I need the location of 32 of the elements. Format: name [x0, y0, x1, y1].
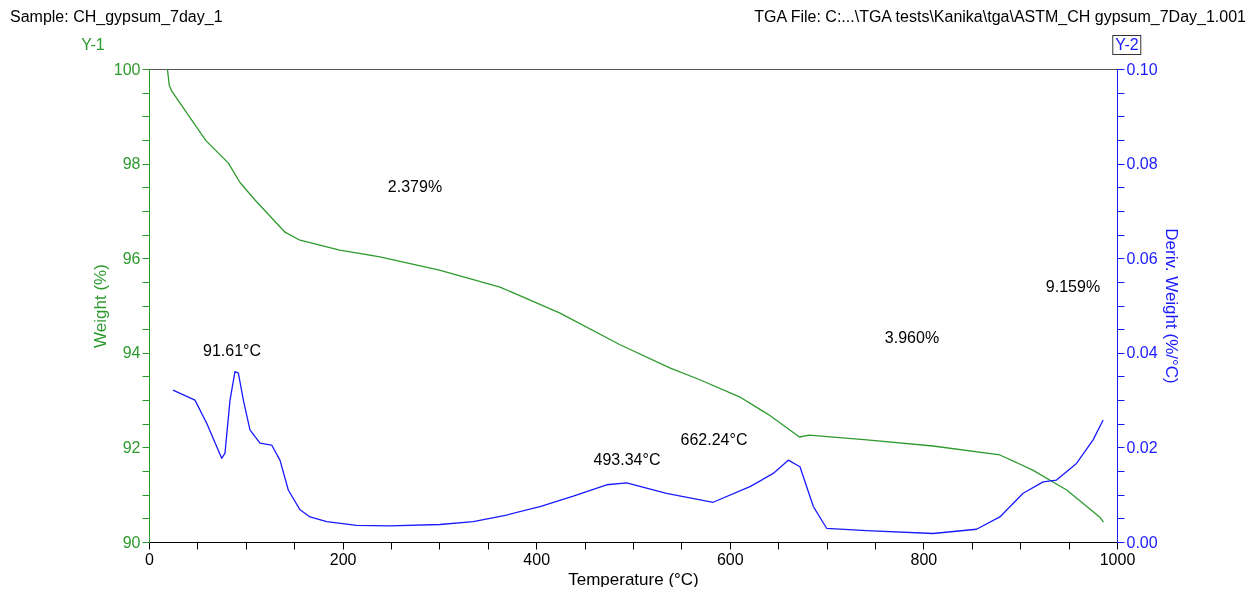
annotation: 2.379% — [387, 178, 443, 196]
text: Y-1 — [81, 36, 105, 54]
x-tick-label: 0 — [145, 550, 155, 568]
y-tick-label: 90 — [122, 533, 141, 551]
x-tick-label: 400 — [523, 550, 551, 568]
x-tick-label: 600 — [716, 550, 744, 568]
y2-axis-title: Deriv. Weight (%/°C) — [1161, 228, 1181, 384]
annotation: 91.61°C — [203, 342, 261, 360]
y-tick-label: 96 — [122, 249, 141, 267]
y-tick-label: 100 — [113, 60, 141, 78]
y-tick-label: 98 — [122, 155, 141, 173]
y-axis-title: Weight (%) — [90, 264, 110, 348]
x-tick-label: 200 — [329, 550, 357, 568]
annotation: 3.960% — [884, 329, 940, 347]
x-tick-label: 1000 — [1099, 550, 1136, 568]
text: Y-2 — [1112, 35, 1142, 55]
chart-subtitle: TGA File: C:...\TGA tests\Kanika\tga\ASTM_CH gypsum_7Day_1.001 — [754, 8, 1246, 26]
y2-tick-label: 0.06 — [1126, 249, 1158, 267]
y2-tick-label: 0.04 — [1126, 344, 1158, 362]
y2-tick-label: 0.00 — [1126, 533, 1158, 551]
chart-title: Sample: CH_gypsum_7day_1 — [10, 8, 223, 26]
y2-tick-label: 0.10 — [1126, 60, 1158, 78]
y2-tick-label: 0.02 — [1126, 438, 1158, 456]
y2-tick-label: 0.08 — [1126, 155, 1158, 173]
line-series — [166, 69, 1105, 523]
x-tick-label: 800 — [910, 550, 938, 568]
annotation: 9.159% — [1045, 278, 1101, 296]
annotation: 662.24°C — [680, 431, 748, 449]
annotation: 493.34°C — [593, 451, 661, 469]
y-tick-label: 92 — [122, 438, 141, 456]
y-tick-label: 94 — [122, 344, 141, 362]
line-series — [172, 371, 1104, 535]
